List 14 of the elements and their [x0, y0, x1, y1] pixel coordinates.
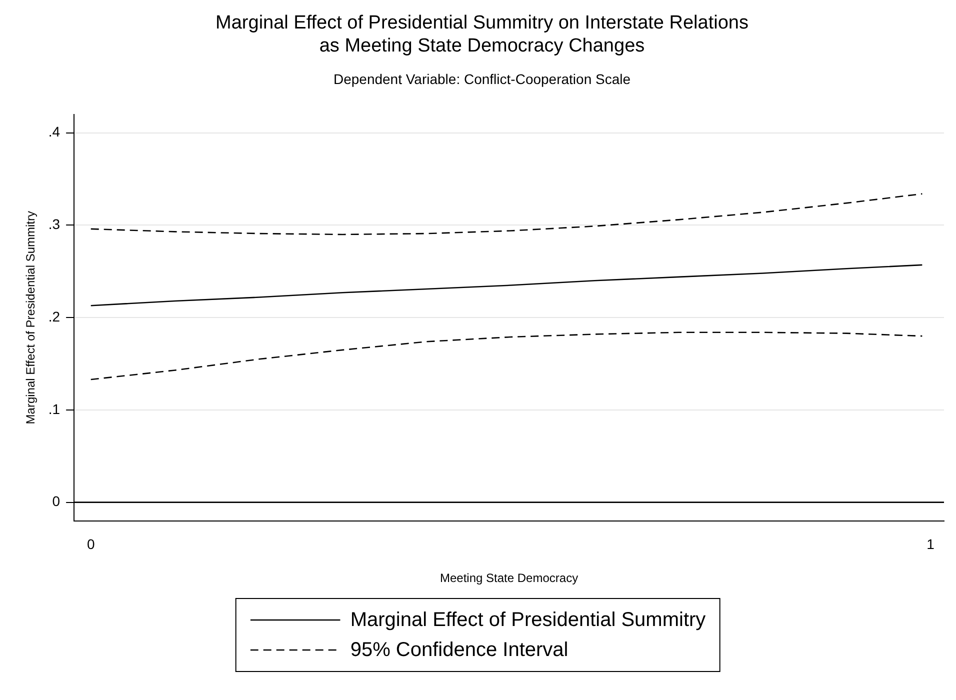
- x-tick-label: 1: [926, 536, 935, 552]
- y-tick-label: .2: [48, 308, 60, 324]
- legend-label: 95% Confidence Interval: [350, 638, 568, 663]
- line-series: [90, 193, 923, 236]
- legend-label: Marginal Effect of Presidential Summitry: [350, 608, 706, 633]
- chart-subtitle: Dependent Variable: Conflict-Cooperation Scale: [333, 70, 631, 87]
- chart-title: Marginal Effect of Presidential Summitry on Interstate Relations as Meeting State Democracy Changes: [216, 12, 748, 56]
- y-tick-label: .3: [48, 216, 60, 232]
- y-tick-label: .4: [48, 124, 60, 140]
- line-series: [90, 332, 923, 380]
- y-tick-label: 0: [52, 493, 60, 510]
- y-tick-label: .1: [48, 400, 60, 417]
- y-axis-title: Marginal Effect of Presidential Summitry: [24, 211, 38, 424]
- x-axis-title: Meeting State Democracy: [440, 571, 578, 586]
